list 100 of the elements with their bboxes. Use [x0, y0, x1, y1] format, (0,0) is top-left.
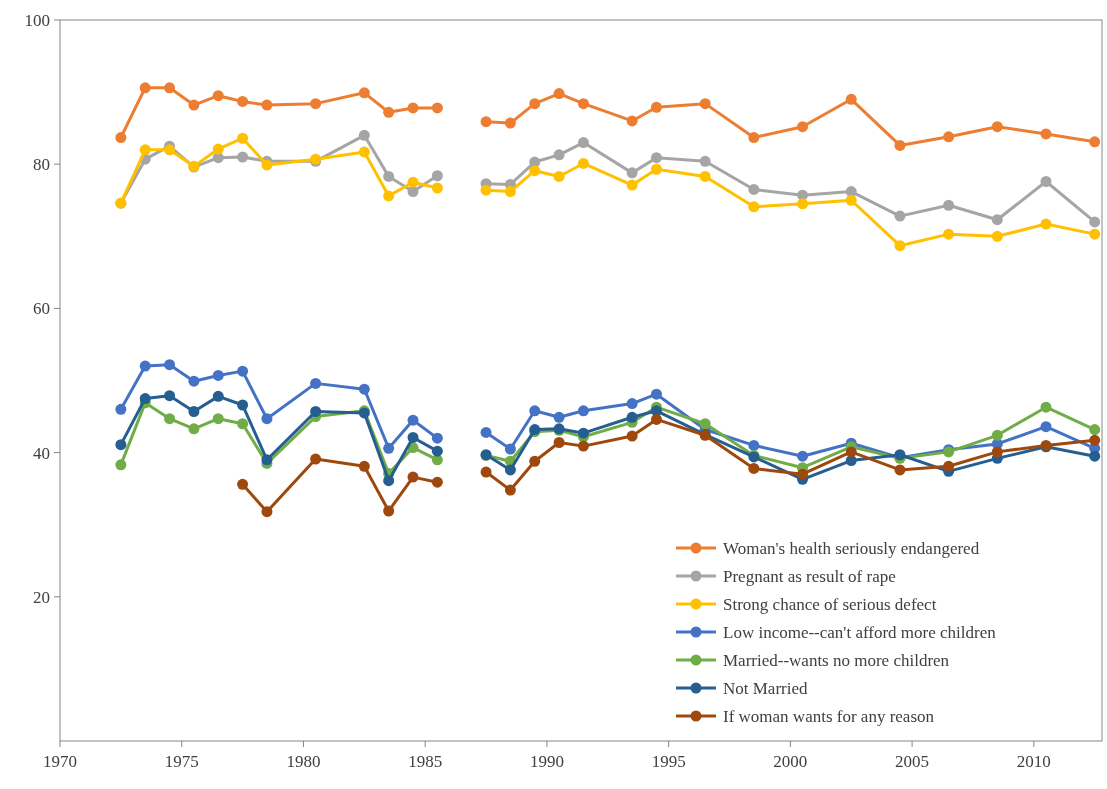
point — [431, 432, 443, 444]
point — [164, 359, 176, 371]
point — [407, 471, 419, 483]
point — [188, 99, 200, 111]
y-tick-label: 60 — [33, 299, 50, 319]
point — [797, 121, 809, 133]
point — [699, 170, 711, 182]
point — [188, 375, 200, 387]
point — [650, 163, 662, 175]
point — [1089, 424, 1101, 436]
point — [261, 159, 273, 171]
x-tick-label: 1990 — [529, 752, 564, 771]
point — [943, 131, 955, 143]
point — [164, 390, 176, 402]
point — [383, 505, 395, 517]
point — [383, 442, 395, 454]
point — [383, 106, 395, 118]
point — [699, 155, 711, 167]
point — [237, 151, 249, 163]
point — [1089, 216, 1101, 228]
legend-label: Pregnant as result of rape — [723, 567, 896, 586]
point — [480, 116, 492, 128]
point — [504, 464, 516, 476]
point — [139, 144, 151, 156]
point — [1089, 434, 1101, 446]
point — [358, 87, 370, 99]
point — [797, 468, 809, 480]
point — [650, 388, 662, 400]
point — [237, 399, 249, 411]
x-tick-label: 1980 — [286, 752, 321, 771]
point — [407, 431, 419, 443]
point — [188, 423, 200, 435]
point — [431, 445, 443, 457]
point — [553, 149, 565, 161]
point — [845, 446, 857, 458]
point — [310, 98, 322, 110]
point — [991, 446, 1003, 458]
point — [626, 411, 638, 423]
point — [553, 437, 565, 449]
point — [529, 455, 541, 467]
point — [943, 460, 955, 472]
point — [626, 115, 638, 127]
point — [748, 201, 760, 213]
point — [261, 99, 273, 111]
point — [480, 184, 492, 196]
point — [115, 459, 127, 471]
point — [577, 427, 589, 439]
point — [699, 418, 711, 430]
point — [1089, 136, 1101, 148]
point — [212, 90, 224, 102]
point — [943, 199, 955, 211]
point — [115, 132, 127, 144]
point — [529, 98, 541, 110]
point — [1089, 228, 1101, 240]
point — [504, 186, 516, 198]
point — [164, 144, 176, 156]
point — [894, 464, 906, 476]
point — [358, 146, 370, 158]
legend-label: Strong chance of serious defect — [723, 595, 937, 614]
y-tick-label: 100 — [24, 11, 50, 30]
point — [212, 390, 224, 402]
point — [115, 439, 127, 451]
point — [991, 429, 1003, 441]
point — [504, 117, 516, 129]
point — [894, 139, 906, 151]
legend-label: Married--wants no more children — [723, 651, 950, 670]
legend-label: Not Married — [723, 679, 808, 698]
point — [699, 98, 711, 110]
point — [748, 183, 760, 195]
point — [650, 152, 662, 164]
point — [237, 478, 249, 490]
point — [577, 405, 589, 417]
y-tick-label: 40 — [33, 443, 50, 463]
point — [894, 210, 906, 222]
point — [237, 95, 249, 107]
point — [553, 170, 565, 182]
y-tick-label: 20 — [33, 587, 50, 607]
x-tick-label: 1975 — [164, 752, 199, 771]
point — [845, 93, 857, 105]
point — [164, 413, 176, 425]
point — [991, 230, 1003, 242]
point — [1040, 421, 1052, 433]
point — [1089, 450, 1101, 462]
point — [797, 198, 809, 210]
point — [383, 190, 395, 202]
point — [310, 406, 322, 417]
point — [358, 383, 370, 395]
point — [139, 82, 151, 94]
point — [212, 413, 224, 425]
x-tick-label: 2000 — [773, 752, 808, 771]
point — [504, 484, 516, 496]
point — [626, 179, 638, 191]
point — [431, 476, 443, 488]
point — [431, 182, 443, 194]
point — [212, 143, 224, 155]
legend-label: Low income--can't afford more children — [723, 623, 997, 642]
point — [529, 165, 541, 177]
point — [650, 413, 662, 425]
point — [748, 439, 760, 451]
point — [358, 129, 370, 141]
